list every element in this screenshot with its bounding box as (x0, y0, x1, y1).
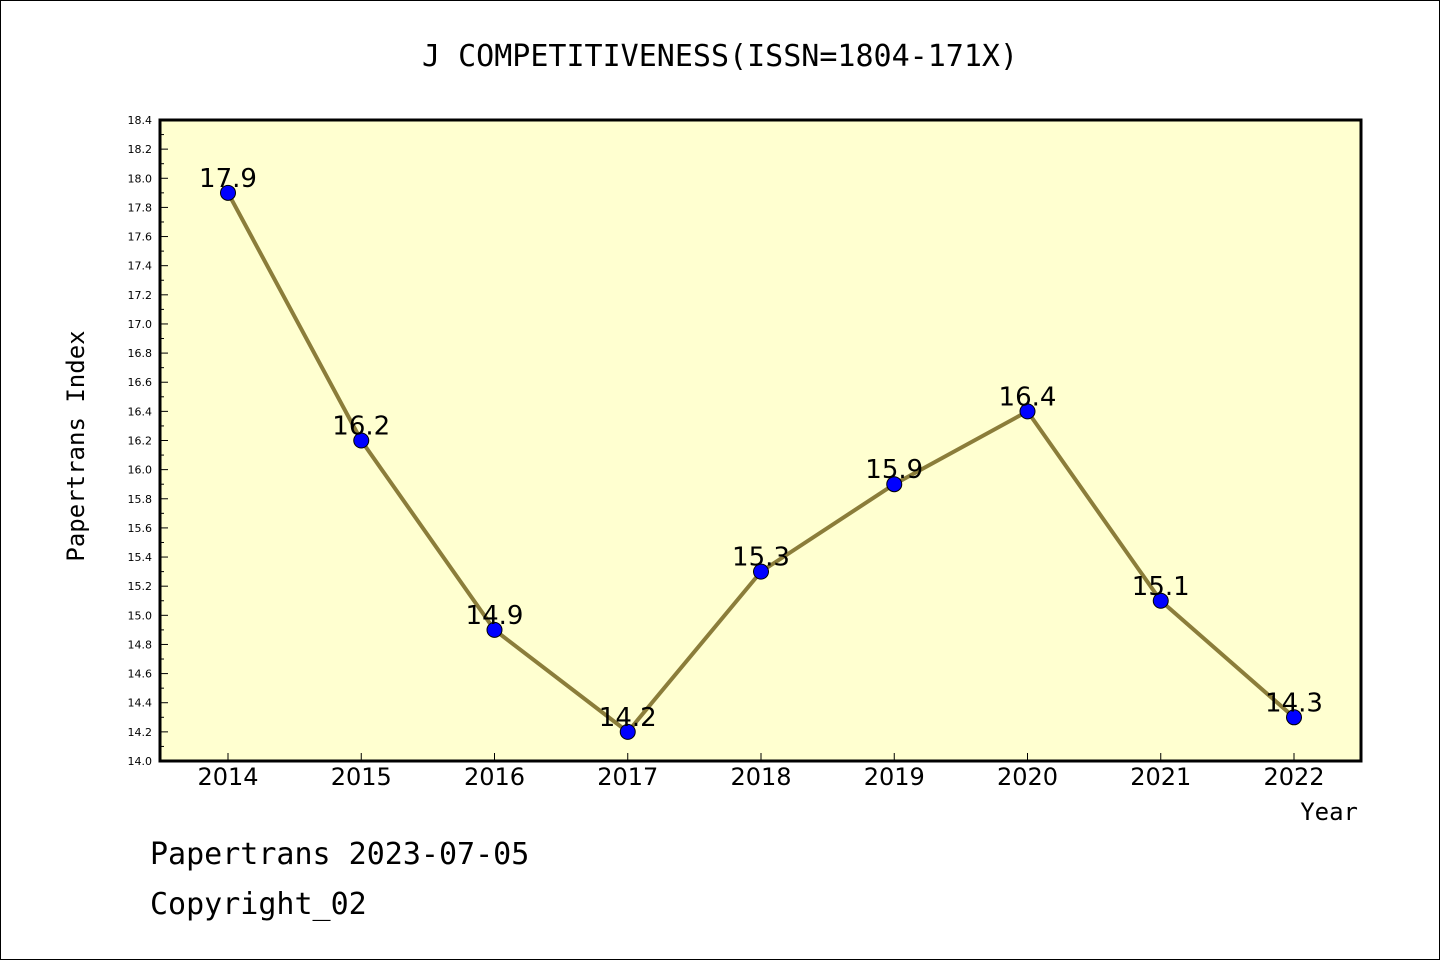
x-tick-label: 2017 (597, 763, 658, 791)
footer-copyright: Copyright_02 (150, 887, 367, 922)
x-tick-label: 2020 (997, 763, 1058, 791)
y-tick-label: 17.8 (128, 201, 153, 214)
y-tick-label: 14.8 (128, 638, 153, 651)
y-tick-label: 15.4 (128, 551, 153, 564)
x-tick-label: 2022 (1263, 763, 1324, 791)
y-tick-label: 15.0 (128, 609, 153, 622)
data-label: 14.9 (466, 601, 524, 631)
x-tick-label: 2016 (464, 763, 525, 791)
data-point-marker (1019, 403, 1036, 420)
y-tick-label: 16.6 (128, 376, 153, 389)
y-tick-label: 16.4 (128, 405, 153, 418)
y-tick-label: 18.2 (128, 143, 153, 156)
data-point-marker (886, 476, 903, 493)
data-label: 16.4 (999, 382, 1057, 412)
x-tick-label: 2015 (331, 763, 392, 791)
data-point-marker (353, 432, 370, 449)
data-label: 15.9 (865, 455, 923, 485)
x-axis-title: Year (1300, 798, 1358, 826)
data-point-marker (220, 184, 236, 201)
x-axis: 2014 2015 2016 2017 2018 2019 2020 2021 2022 (197, 753, 1325, 791)
data-point-marker (1152, 592, 1169, 609)
y-tick-label: 17.6 (128, 231, 153, 244)
x-tick-label: 2018 (730, 763, 791, 791)
x-tick-label: 2014 (197, 763, 258, 791)
data-label: 15.1 (1132, 572, 1190, 602)
data-point-marker (486, 621, 503, 638)
y-axis: 14.0 14.2 14.4 14.6 14.8 15.0 15.2 15.4 15.6 15.8… (128, 114, 168, 768)
chart-title: J COMPETITIVENESS(ISSN=1804-171X) (422, 39, 1018, 74)
data-label: 15.3 (732, 543, 790, 573)
y-tick-label: 16.0 (128, 464, 153, 477)
data-label: 16.2 (332, 412, 390, 442)
y-axis-title: Papertrans Index (62, 330, 90, 561)
y-tick-label: 17.2 (128, 289, 153, 302)
y-tick-label: 14.4 (128, 697, 153, 710)
data-label: 14.3 (1265, 688, 1323, 718)
footer-date: Papertrans 2023-07-05 (150, 837, 529, 872)
y-tick-label: 17.0 (128, 318, 153, 331)
x-tick-label: 2021 (1130, 763, 1191, 791)
data-point-marker (1286, 709, 1302, 726)
data-label: 17.9 (199, 164, 257, 194)
y-tick-label: 16.8 (128, 347, 153, 360)
x-tick-label: 2019 (864, 763, 925, 791)
y-tick-label: 18.0 (128, 172, 153, 185)
y-tick-label: 15.8 (128, 493, 153, 506)
series-line-group: 17.9 16.2 14.9 14.2 15.3 15.9 16.4 15.1 14.3 (199, 164, 1323, 740)
data-point-marker (619, 723, 636, 740)
y-tick-label: 15.2 (128, 580, 153, 593)
y-tick-label: 14.2 (128, 726, 153, 739)
y-tick-label: 14.0 (128, 755, 153, 768)
y-tick-label: 16.2 (128, 435, 153, 448)
y-tick-label: 15.6 (128, 522, 153, 535)
y-tick-label: 18.4 (128, 114, 153, 127)
data-label: 14.2 (599, 703, 657, 733)
data-point-marker (753, 563, 769, 580)
y-tick-label: 14.6 (128, 668, 153, 681)
y-tick-label: 17.4 (128, 260, 153, 273)
